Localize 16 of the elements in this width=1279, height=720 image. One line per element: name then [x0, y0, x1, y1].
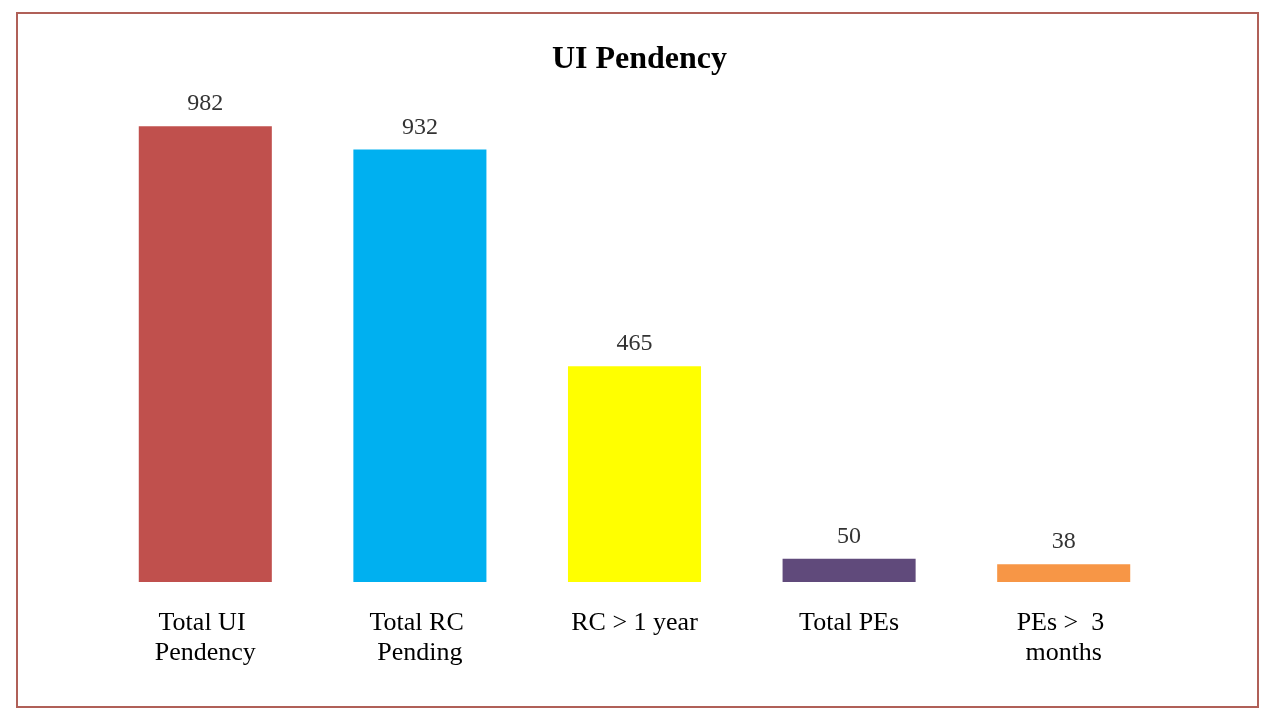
bar — [138, 126, 272, 582]
x-tick-label: Total UI Pendency — [154, 606, 256, 666]
data-label: 50 — [837, 521, 862, 548]
bar — [353, 149, 487, 582]
data-label: 38 — [1051, 527, 1076, 554]
bar — [567, 366, 702, 582]
x-tick-label: Total PEs — [799, 606, 900, 636]
chart-title: UI Pendency — [551, 39, 728, 75]
data-label: 982 — [187, 89, 224, 116]
x-tick-label: PEs > 3 months — [1016, 606, 1111, 666]
bar — [997, 564, 1131, 582]
x-tick-label: Total RC Pending — [369, 606, 471, 666]
x-tick-label: RC > 1 year — [571, 606, 699, 636]
data-label: 932 — [401, 112, 438, 139]
bar — [782, 558, 916, 582]
data-label: 465 — [616, 329, 653, 356]
